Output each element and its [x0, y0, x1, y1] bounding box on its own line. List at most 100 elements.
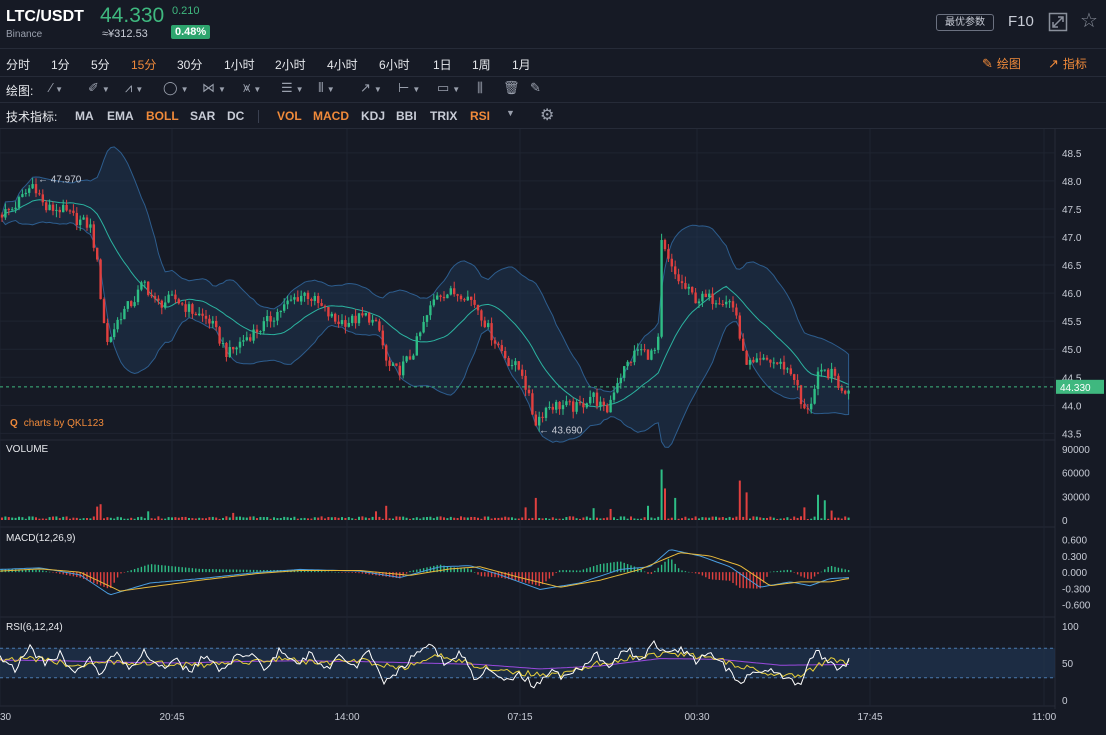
indicator-sar[interactable]: SAR	[190, 109, 216, 123]
brush-icon[interactable]: ✎	[530, 80, 541, 95]
macd-histogram-bar	[582, 569, 585, 573]
pair-name[interactable]: LTC/USDT	[6, 8, 84, 25]
volume-bar	[28, 516, 31, 520]
indicator-ema[interactable]: EMA	[107, 109, 134, 123]
chart-canvas[interactable]: 48.5 48.0 47.5 47.0 46.5 46.0 45.5 45.0 44.5 44.0…	[0, 129, 1106, 735]
interval-tab[interactable]: 1日	[433, 58, 452, 72]
indicator-ma[interactable]: MA	[75, 109, 94, 123]
pen-tool-icon[interactable]: ✐ ▼	[88, 80, 110, 95]
candle-body	[317, 295, 320, 304]
volume-bar	[385, 505, 388, 520]
chevron-down-icon[interactable]: ▼	[506, 108, 515, 118]
indicator-bbi[interactable]: BBI	[396, 109, 417, 123]
interval-tab[interactable]: 30分	[177, 58, 203, 72]
macd-histogram-bar	[660, 564, 663, 573]
candle-body	[592, 392, 595, 397]
indicator-vol[interactable]: VOL	[277, 109, 302, 123]
candle-body	[289, 299, 293, 301]
macd-histogram-bar	[167, 565, 170, 573]
pattern-tool-icon[interactable]: ⋈ ▼	[202, 80, 226, 95]
volume-bar	[205, 518, 207, 520]
volume-bar	[89, 518, 92, 520]
fullscreen-icon[interactable]	[1048, 12, 1068, 32]
bars-tool-icon[interactable]: ⫼	[477, 80, 483, 95]
macd-histogram-bar	[558, 570, 561, 573]
circle-tool-icon[interactable]: ◯ ▼	[163, 80, 189, 95]
indicator-boll[interactable]: BOLL	[146, 109, 179, 123]
interval-tab[interactable]: 6小时	[379, 58, 410, 72]
macd-histogram-bar	[480, 572, 483, 577]
comment-tool-icon[interactable]: ▭ ▼	[437, 80, 461, 95]
volume-bar	[667, 518, 670, 520]
candle-body	[810, 403, 813, 410]
wave-tool-icon[interactable]: ⩙ ▼	[243, 80, 262, 95]
indicator-rsi[interactable]: RSI	[470, 109, 491, 123]
volume-bar	[177, 517, 180, 520]
volume-bar	[562, 518, 564, 520]
interval-tab[interactable]: 1周	[472, 58, 491, 72]
volume-bar	[432, 518, 435, 520]
fib-tool-icon[interactable]: ☰ ▼	[281, 80, 304, 95]
indicator-button[interactable]: ↗ 指标	[1048, 55, 1087, 72]
volume-bar	[837, 517, 840, 520]
candle-body	[765, 357, 769, 360]
volume-bar	[647, 505, 649, 520]
volume-bar	[113, 518, 116, 520]
indicator-macd[interactable]: MACD	[313, 109, 349, 123]
indicator-trix[interactable]: TRIX	[430, 109, 458, 123]
f10-button[interactable]: F10	[1008, 13, 1034, 30]
gear-icon[interactable]: ⚙	[540, 107, 555, 124]
candle-body	[827, 369, 830, 379]
polyline-tool-icon[interactable]: ⩘ ▼	[125, 80, 144, 95]
indicator-label: 指标	[1062, 57, 1087, 71]
candle-body	[106, 323, 109, 342]
volume-bar	[330, 517, 333, 520]
interval-tab[interactable]: 1小时	[224, 58, 255, 72]
volume-bar	[75, 517, 78, 520]
range-tool-icon[interactable]: ⊢ ▼	[398, 80, 421, 95]
macd-histogram-bar	[817, 572, 819, 575]
interval-tab[interactable]: 15分	[131, 58, 157, 72]
candle-body	[694, 292, 697, 304]
indicator-dc[interactable]: DC	[227, 109, 245, 123]
candle-body	[456, 294, 459, 296]
interval-tab[interactable]: 4小时	[327, 58, 358, 72]
interval-tab[interactable]: 分时	[6, 58, 31, 72]
macd-histogram-bar	[776, 571, 778, 573]
draw-button[interactable]: ✎ 绘图	[982, 55, 1021, 72]
macd-histogram-bar	[310, 570, 313, 573]
volume-bar	[266, 517, 269, 520]
interval-tab[interactable]: 1分	[51, 58, 70, 72]
indicator-kdj[interactable]: KDJ	[361, 109, 386, 123]
interval-tab[interactable]: 5分	[91, 58, 110, 72]
volume-bar	[72, 517, 75, 520]
draw-toolbar: 绘图: ⁄ ▼ ✐ ▼ ⩘ ▼ ◯ ▼ ⋈ ▼ ⩙ ▼ ☰ ▼ ⦀ ▼ ↗ ▼ ⊢ ▼ ▭ ▼ ⫼ 🗑 ✎	[0, 77, 1106, 103]
candle-body	[113, 329, 116, 338]
interval-tab[interactable]: 2小时	[275, 58, 306, 72]
rsi-6-line	[0, 640, 850, 689]
candle-body	[806, 408, 809, 410]
candle-body	[595, 392, 599, 407]
candle-body	[140, 282, 143, 290]
volume-bar	[514, 518, 517, 520]
candle-body	[293, 297, 296, 300]
macd-histogram-bar	[800, 572, 802, 577]
macd-histogram-bar	[48, 571, 51, 573]
interval-tab[interactable]: 1月	[512, 58, 531, 72]
macd-histogram-bar	[671, 559, 673, 573]
candle-body	[89, 224, 92, 228]
rsi-label: RSI(6,12,24)	[6, 622, 63, 633]
candle-body	[776, 362, 779, 364]
candle-body	[385, 345, 388, 361]
line-tool-icon[interactable]: ⁄ ▼	[50, 80, 64, 95]
star-icon[interactable]: ☆	[1080, 10, 1098, 32]
candle-body	[534, 414, 537, 426]
best-params-button[interactable]: 最优参数	[936, 14, 994, 31]
candle-body	[762, 357, 765, 360]
channel-tool-icon[interactable]: ⦀ ▼	[318, 80, 335, 95]
trash-icon[interactable]: 🗑	[503, 80, 520, 95]
candle-body	[752, 359, 755, 363]
arrow-tool-icon[interactable]: ↗ ▼	[360, 80, 382, 95]
macd-histogram-bar	[691, 572, 693, 573]
indicator-divider	[258, 110, 259, 123]
